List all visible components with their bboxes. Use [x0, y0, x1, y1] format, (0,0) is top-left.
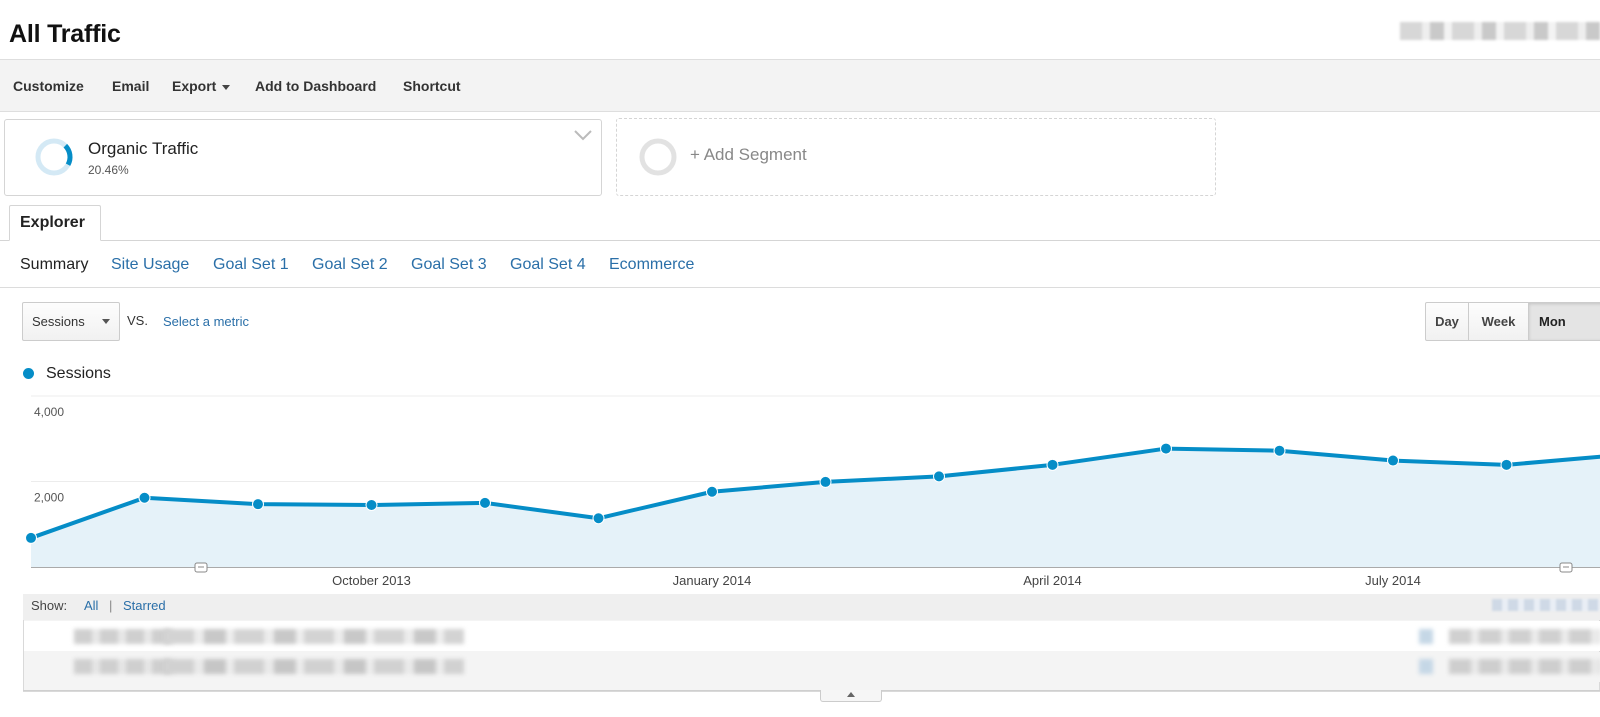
subtab-goal-set-3[interactable]: Goal Set 3 [411, 256, 487, 273]
export-button[interactable]: Export [172, 78, 231, 94]
data-point [25, 531, 37, 544]
data-point [1160, 442, 1172, 455]
subtab-goal-set-1[interactable]: Goal Set 1 [213, 256, 289, 273]
data-point [819, 475, 832, 488]
legend-sessions: Sessions [46, 365, 111, 382]
period-month-button[interactable]: Mon [1528, 302, 1600, 341]
tab-explorer-label: Explorer [20, 214, 85, 231]
sessions-chart: 4,000 2,000 October 2013 January 2014 April… [25, 395, 1600, 588]
tab-divider [0, 240, 1600, 241]
data-point [706, 485, 718, 498]
data-point [1046, 458, 1059, 471]
email-button[interactable]: Email [112, 78, 150, 94]
data-point [933, 470, 945, 483]
chevron-down-icon[interactable] [573, 128, 593, 142]
table-row[interactable] [24, 621, 1600, 651]
select-metric-link[interactable]: Select a metric [163, 314, 249, 329]
tab-explorer[interactable] [9, 205, 101, 241]
period-day-button[interactable]: Day [1425, 302, 1469, 341]
add-to-dashboard-button[interactable]: Add to Dashboard [255, 78, 377, 94]
data-point [1387, 454, 1399, 467]
chevron-down-icon [222, 84, 231, 90]
y-tick-label: 2,000 [34, 491, 64, 505]
table-filter-bar [23, 594, 1600, 620]
date-range-redacted[interactable] [1400, 22, 1600, 40]
x-tick-label: October 2013 [332, 573, 411, 588]
add-segment-label[interactable]: + Add Segment [690, 145, 807, 164]
chevron-up-icon [847, 692, 855, 697]
export-label: Export [172, 78, 217, 94]
annotation-icon[interactable] [194, 562, 208, 573]
empty-segment-ring-icon [639, 138, 677, 176]
period-week-button[interactable]: Week [1468, 302, 1529, 341]
segment-name: Organic Traffic [88, 139, 199, 158]
data-point [138, 491, 151, 504]
subtab-ecommerce[interactable]: Ecommerce [609, 256, 695, 273]
show-label: Show: [31, 598, 68, 613]
vs-label: VS. [127, 313, 148, 328]
chevron-down-icon [102, 319, 110, 324]
subtab-summary[interactable]: Summary [20, 256, 89, 273]
sessions-area [31, 448, 1600, 567]
segment-card-organic[interactable] [4, 119, 602, 196]
y-tick-label: 4,000 [34, 405, 64, 419]
legend-marker [23, 368, 34, 379]
x-tick-label: April 2014 [1023, 573, 1082, 588]
data-point [479, 496, 491, 509]
metric-dropdown-label: Sessions [32, 314, 85, 329]
segment-donut-icon [35, 138, 73, 176]
subtab-site-usage[interactable]: Site Usage [111, 256, 190, 273]
shortcut-button[interactable]: Shortcut [403, 78, 461, 94]
annotation-icon[interactable] [1559, 562, 1573, 573]
add-segment-card[interactable] [616, 118, 1216, 196]
subtab-goal-set-2[interactable]: Goal Set 2 [312, 256, 388, 273]
x-tick-label: January 2014 [673, 573, 752, 588]
table-controls-redacted[interactable] [1492, 599, 1600, 611]
report-toolbar: Customize Email Export Add to Dashboard … [0, 59, 1600, 112]
show-all-link[interactable]: All [84, 598, 99, 613]
table-bottom-border [23, 690, 1600, 691]
table-row[interactable] [24, 652, 1600, 682]
data-point [1273, 444, 1286, 457]
page-title: All Traffic [9, 20, 121, 48]
data-point [1500, 458, 1513, 471]
data-point [252, 498, 264, 511]
x-tick-label: July 2014 [1365, 573, 1421, 588]
segment-percent: 20.46% [88, 163, 129, 177]
customize-button[interactable]: Customize [13, 78, 84, 94]
subtab-divider [0, 287, 1600, 288]
data-point [592, 512, 605, 525]
show-starred-link[interactable]: Starred [123, 598, 166, 613]
data-point [365, 499, 378, 512]
subtab-goal-set-4[interactable]: Goal Set 4 [510, 256, 586, 273]
show-separator: | [109, 598, 113, 613]
